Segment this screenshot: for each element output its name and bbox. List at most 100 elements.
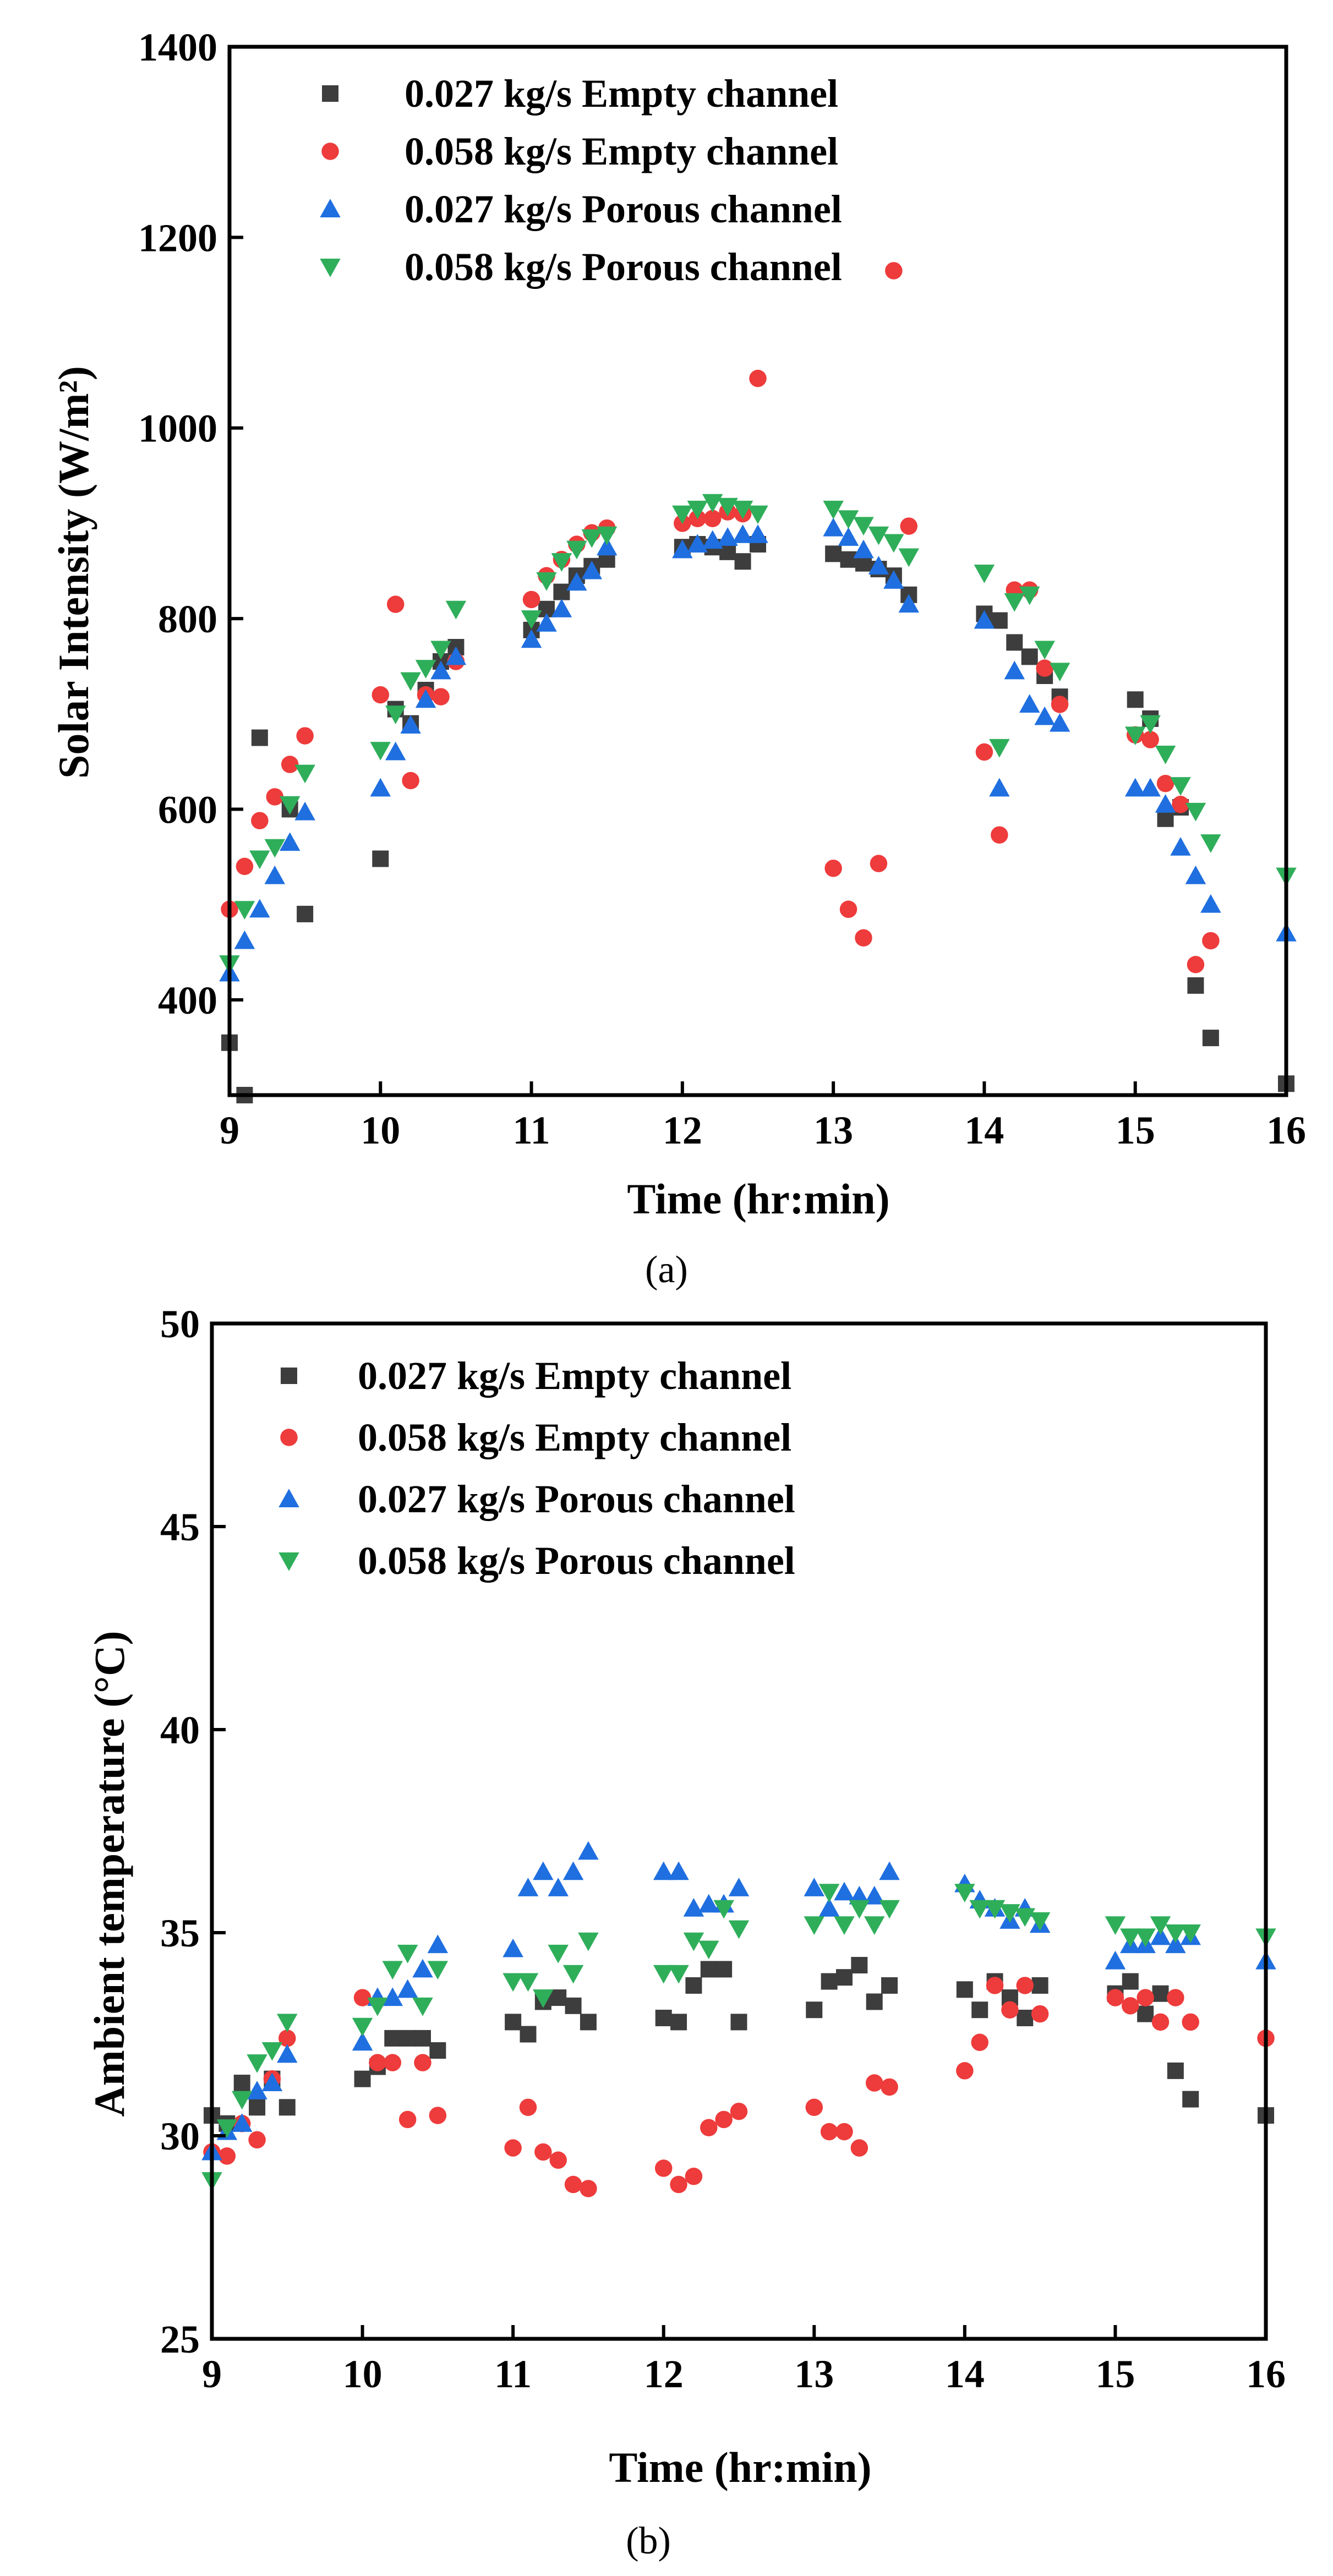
data-point-series-3	[879, 1861, 900, 1880]
data-point-series-2	[369, 2054, 386, 2071]
x-tick-label: 9	[202, 2352, 222, 2396]
data-point-series-4	[728, 1920, 750, 1939]
y-tick-label: 600	[158, 787, 217, 832]
data-point-series-3	[1140, 778, 1161, 797]
data-point-series-4	[818, 1884, 840, 1902]
data-point-series-2	[1156, 774, 1174, 792]
data-point-series-1	[550, 1989, 567, 2006]
data-point-series-4	[838, 510, 859, 529]
data-point-series-3	[687, 534, 708, 553]
data-point-series-3	[732, 524, 753, 543]
data-point-series-3	[581, 560, 603, 579]
data-point-series-2	[236, 857, 254, 876]
data-point-series-2	[218, 2147, 236, 2165]
data-point-series-4	[653, 1965, 674, 1984]
data-point-series-1	[991, 612, 1008, 629]
legend-label-series-2: 0.058 kg/s Empty channel	[358, 1415, 791, 1459]
data-point-series-2	[429, 2107, 447, 2124]
data-point-series-3	[249, 899, 270, 918]
data-point-series-2	[522, 590, 540, 609]
data-point-series-4	[687, 500, 708, 519]
data-point-series-4	[249, 850, 270, 869]
data-point-series-1	[1182, 2091, 1199, 2108]
data-point-series-1	[730, 2014, 747, 2031]
data-point-series-4	[864, 1916, 885, 1935]
data-point-series-2	[1031, 2005, 1049, 2023]
data-point-series-1	[1122, 1973, 1139, 1990]
data-point-series-1	[715, 1961, 733, 1978]
legend-label-series-1: 0.027 kg/s Empty channel	[358, 1354, 791, 1398]
data-point-series-4	[969, 1900, 990, 1919]
data-point-series-1	[1031, 1977, 1048, 1994]
data-point-series-4	[234, 901, 255, 920]
data-point-series-2	[670, 2175, 687, 2194]
data-point-series-3	[1200, 894, 1221, 913]
data-point-series-2	[580, 2180, 597, 2197]
data-point-series-4	[1135, 1928, 1156, 1948]
data-point-series-2	[372, 686, 390, 704]
data-point-series-4	[1124, 726, 1146, 746]
data-point-series-3	[1155, 794, 1176, 813]
data-point-series-3	[683, 1897, 704, 1917]
data-point-series-3	[717, 527, 738, 546]
legend-marker-series-2	[321, 143, 339, 160]
panel-a-ticks: 9 10 11 12 13 14 15 16 400 600 800 1000 1200 1400	[138, 25, 1306, 1152]
data-point-series-3	[1004, 660, 1025, 680]
data-point-series-3	[412, 1959, 433, 1978]
panel-a-solar-intensity: 9 10 11 12 13 14 15 16 400 600 800 1000 1200 1400 0.0…	[50, 25, 1306, 1291]
data-point-series-1	[505, 2014, 522, 2031]
data-point-series-3	[382, 1987, 403, 2006]
data-point-series-1	[1167, 2062, 1184, 2079]
data-point-series-1	[372, 850, 389, 867]
data-point-series-3	[533, 1861, 554, 1880]
data-point-series-3	[521, 629, 542, 648]
data-point-series-3	[883, 570, 904, 589]
data-point-series-2	[251, 812, 269, 829]
data-point-series-4	[578, 1932, 599, 1951]
data-point-series-3	[728, 1878, 750, 1896]
x-tick-label: 16	[1266, 1108, 1306, 1152]
data-point-series-3	[562, 1861, 584, 1880]
data-point-series-4	[279, 796, 301, 815]
data-point-series-3	[838, 527, 859, 546]
data-point-series-1	[821, 1973, 838, 1990]
legend-marker-series-4	[320, 259, 341, 277]
data-point-series-1	[1006, 634, 1023, 651]
x-tick-label: 15	[1095, 2352, 1135, 2396]
legend-label-series-2: 0.058 kg/s Empty channel	[405, 129, 838, 173]
data-point-series-2	[519, 2098, 537, 2116]
x-tick-label: 13	[813, 1108, 853, 1152]
data-point-series-1	[971, 2001, 988, 2019]
data-point-series-2	[1122, 1997, 1139, 2015]
x-tick-label: 12	[663, 1108, 702, 1152]
data-point-series-2	[1001, 2001, 1019, 2019]
data-point-series-4	[1155, 746, 1176, 764]
data-point-series-3	[898, 594, 920, 613]
data-point-series-3	[702, 530, 723, 549]
y-tick-label: 1000	[138, 407, 217, 451]
data-point-series-2	[384, 2054, 402, 2071]
data-point-series-4	[427, 1961, 449, 1980]
data-point-series-1	[580, 2014, 597, 2031]
data-point-series-3	[279, 832, 301, 851]
data-point-series-2	[749, 369, 767, 387]
data-point-series-2	[534, 2143, 552, 2161]
data-point-series-3	[277, 2044, 298, 2063]
data-point-series-4	[698, 1940, 719, 1960]
data-point-series-3	[853, 539, 874, 559]
data-point-series-1	[233, 2075, 250, 2092]
data-point-series-4	[683, 1932, 704, 1951]
data-point-series-2	[1182, 2013, 1199, 2031]
data-point-series-3	[1034, 706, 1055, 725]
data-point-series-4	[1185, 802, 1206, 822]
data-point-series-2	[1167, 1989, 1184, 2006]
plot-frame	[227, 45, 1288, 1097]
data-point-series-1	[553, 583, 570, 600]
data-point-series-4	[732, 500, 753, 519]
data-point-series-4	[974, 564, 995, 583]
data-point-series-1	[866, 1993, 883, 2010]
data-point-series-4	[1029, 1912, 1051, 1931]
panel-a-legend: 0.027 kg/s Empty channel 0.058 kg/s Empty…	[320, 72, 842, 289]
data-point-series-4	[277, 2014, 298, 2033]
data-point-series-1	[840, 551, 857, 568]
